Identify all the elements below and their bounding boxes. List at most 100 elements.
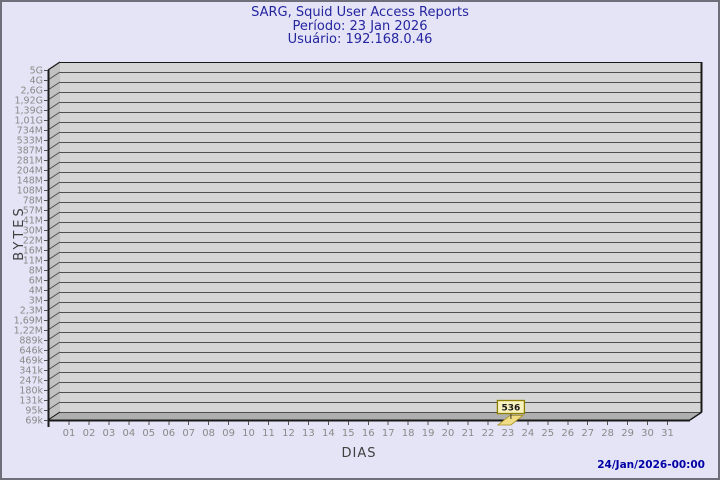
x-tick-label: 10 xyxy=(242,428,255,439)
plot-area xyxy=(47,61,703,427)
x-tick-label: 09 xyxy=(222,428,235,439)
x-tick-label: 26 xyxy=(561,428,574,439)
y-tick-label: 204M xyxy=(17,165,43,176)
x-tick-label: 02 xyxy=(83,428,96,439)
plot-wall xyxy=(48,62,60,420)
gridline-depth-connector xyxy=(47,331,61,341)
x-tick-label: 07 xyxy=(182,428,195,439)
gridline-depth-connector xyxy=(47,321,61,331)
x-tick-label: 24 xyxy=(521,428,534,439)
y-tick-label: 4G xyxy=(30,75,43,86)
y-tick-label: 533M xyxy=(17,135,43,146)
x-tick-label: 20 xyxy=(442,428,455,439)
gridline-depth-connector xyxy=(47,381,61,391)
chart-user: Usuário: 192.168.0.46 xyxy=(287,32,433,47)
plot-floor xyxy=(48,412,702,420)
x-tick-label: 12 xyxy=(282,428,295,439)
y-tick-label: 646k xyxy=(19,345,43,356)
y-tick-label: 78M xyxy=(23,195,43,206)
chart-header: SARG, Squid User Access Reports Período:… xyxy=(0,6,720,47)
chart-title: SARG, Squid User Access Reports xyxy=(251,5,469,20)
gridline-depth-connector xyxy=(47,201,61,211)
bar-day-23 xyxy=(496,415,525,426)
plot-top-left-corner xyxy=(47,61,61,71)
y-tick-label: 2,3M xyxy=(20,305,43,316)
gridline-depth-connector xyxy=(47,391,61,401)
x-tick-label: 05 xyxy=(142,428,155,439)
gridline-depth-connector xyxy=(47,371,61,381)
x-tick-label: 30 xyxy=(641,428,654,439)
x-tick-label: 28 xyxy=(601,428,614,439)
y-tick-label: 2,6G xyxy=(21,85,43,96)
gridline-depth-connector xyxy=(47,211,61,221)
y-tick-label: 341k xyxy=(19,365,43,376)
x-axis-right-corner xyxy=(689,411,703,421)
y-tick-label: 1,22M xyxy=(14,325,43,336)
y-tick-label: 1,01G xyxy=(14,115,43,126)
chart-period: Período: 23 Jan 2026 xyxy=(292,18,428,34)
plot-rows-background xyxy=(60,62,702,412)
y-tick-label: 8M xyxy=(29,265,43,276)
y-tick-label: 16M xyxy=(23,245,43,256)
gridline-depth-connector xyxy=(47,181,61,191)
y-tick-label: 69k xyxy=(25,415,43,426)
y-tick-label: 5G xyxy=(30,65,43,76)
y-tick-label: 148M xyxy=(17,175,43,186)
gridline-depth-connector xyxy=(47,361,61,371)
x-tick-label: 04 xyxy=(122,428,135,439)
y-axis-title: BYTES xyxy=(12,205,27,261)
y-tick-label: 131k xyxy=(19,395,43,406)
y-tick-label: 247k xyxy=(19,375,43,386)
y-tick-label: 281M xyxy=(17,155,43,166)
y-tick-label: 30M xyxy=(23,225,43,236)
bars: 536 xyxy=(496,399,526,426)
y-tick-label: 108M xyxy=(17,185,43,196)
gridline-depth-connector xyxy=(47,161,61,171)
x-tick-label: 19 xyxy=(422,428,435,439)
x-tick-label: 23 xyxy=(502,428,515,439)
x-tick-label: 01 xyxy=(63,428,76,439)
gridline-depth-connector xyxy=(47,271,61,281)
x-tick-label: 17 xyxy=(382,428,395,439)
gridline-depth-connector xyxy=(47,121,61,131)
y-tick-label: 95k xyxy=(25,405,43,416)
x-axis-title: DIAS xyxy=(342,446,377,461)
y-tick-label: 41M xyxy=(23,215,43,226)
gridline-depth-connector xyxy=(47,71,61,81)
x-tick-label: 31 xyxy=(661,428,674,439)
gridline-depth-connector xyxy=(47,141,61,151)
gridline-depth-connector xyxy=(47,301,61,311)
x-tick-label: 21 xyxy=(462,428,475,439)
gridline-depth-connector xyxy=(47,131,61,141)
x-tick-label: 15 xyxy=(342,428,355,439)
x-axis-tick-labels: 01 02 03 04 05 06 07 08 09 10 11 12 13 14 15 16 17 18 19 20… xyxy=(63,421,674,439)
x-tick-label: 16 xyxy=(362,428,375,439)
x-tick-label: 03 xyxy=(103,428,116,439)
x-tick-label: 13 xyxy=(302,428,315,439)
y-tick-label: 1,69M xyxy=(14,315,43,326)
y-tick-label: 469k xyxy=(19,355,43,366)
x-tick-label: 27 xyxy=(581,428,594,439)
gridline-depth-connector xyxy=(47,281,61,291)
y-tick-label: 180k xyxy=(19,385,43,396)
y-tick-label: 1,39G xyxy=(14,105,43,116)
y-tick-label: 6M xyxy=(29,275,43,286)
report-timestamp: 24/Jan/2026-00:00 xyxy=(597,459,705,471)
gridline-depth-connector xyxy=(47,171,61,181)
x-tick-label: 29 xyxy=(621,428,634,439)
gridline-depth-connector xyxy=(47,111,61,121)
value-label-box xyxy=(496,399,526,415)
y-tick-label: 889k xyxy=(19,335,43,346)
y-tick-label: 734M xyxy=(17,125,43,136)
y-tick-label: 11M xyxy=(23,255,43,266)
x-tick-label: 06 xyxy=(162,428,175,439)
floor-left-edge xyxy=(47,411,61,421)
y-tick-label: 387M xyxy=(17,145,43,156)
value-label-text: 536 xyxy=(502,404,521,414)
gridline-depth-connector xyxy=(47,261,61,271)
gridline-depth-connector xyxy=(47,81,61,91)
x-tick-label: 14 xyxy=(322,428,335,439)
gridline-depth-connector xyxy=(47,351,61,361)
